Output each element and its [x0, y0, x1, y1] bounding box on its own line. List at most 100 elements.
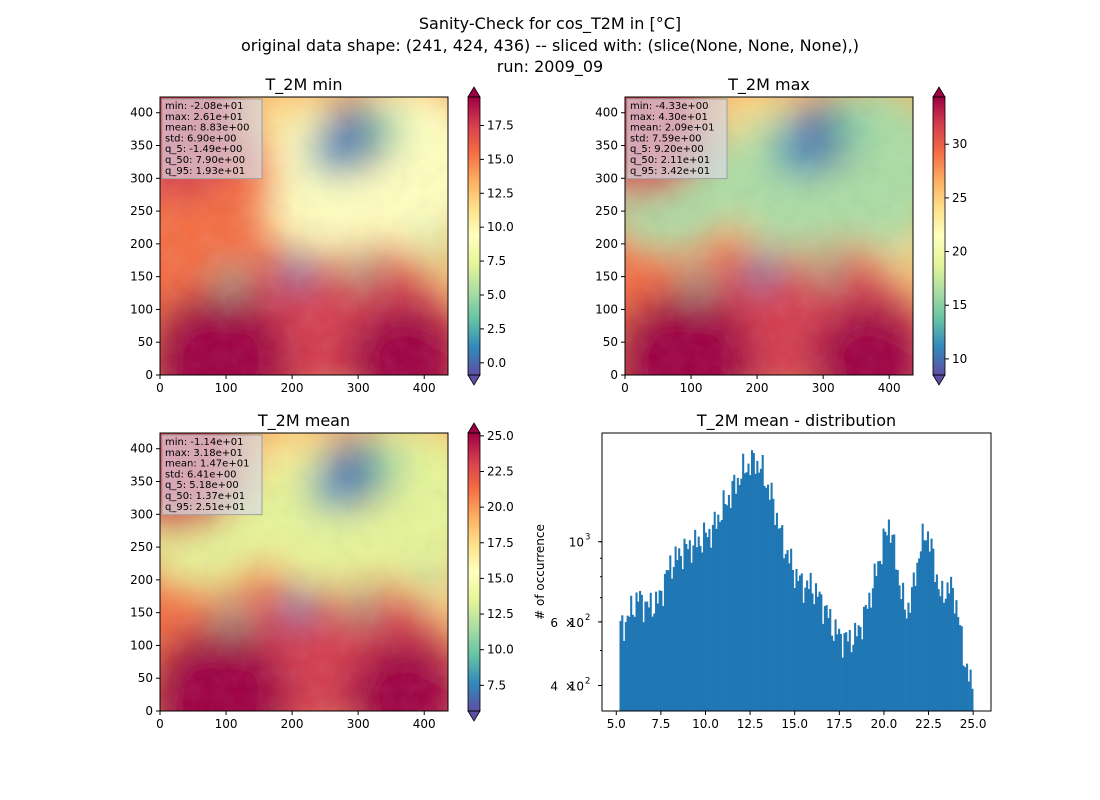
- histogram-bar: [964, 667, 967, 711]
- colorbar-tick-label: 7.5: [487, 254, 506, 268]
- histogram-bar: [832, 640, 835, 711]
- y-tick-label: 350: [130, 475, 153, 489]
- colorbar-tick-label: 10: [952, 352, 967, 366]
- histogram-bar: [784, 553, 787, 711]
- histogram-bar: [719, 521, 722, 711]
- histogram-bar: [774, 525, 777, 711]
- histogram-bar: [687, 549, 690, 711]
- histogram-bar: [671, 578, 674, 711]
- y-tick-label: 0: [145, 704, 153, 718]
- histogram-bar: [736, 477, 739, 711]
- histogram-bar: [807, 588, 810, 711]
- colorbar: [468, 97, 480, 375]
- stats-line: std: 7.59e+00: [630, 133, 702, 144]
- y-tick-label: 0: [145, 368, 153, 382]
- histogram-bar: [735, 493, 738, 711]
- y-tick-times: ×: [565, 680, 575, 694]
- histogram-bar: [640, 594, 643, 711]
- heatmap-axes-frame: [159, 432, 449, 712]
- colorbar-extend-top: [932, 86, 946, 98]
- y-tick-exponent: 2: [585, 613, 590, 623]
- histogram-bar: [770, 482, 773, 711]
- colorbar-frame: [467, 96, 481, 376]
- histogram-bar: [749, 475, 752, 711]
- x-tick-label: 5.0: [607, 717, 626, 731]
- histogram-bar: [658, 590, 661, 711]
- colorbar-tick-label: 7.5: [487, 678, 506, 692]
- histogram-bar: [678, 548, 681, 711]
- y-tick-label: 150: [130, 606, 153, 620]
- histogram-bar: [790, 548, 793, 711]
- y-tick-label: 250: [130, 204, 153, 218]
- histogram-bar: [919, 551, 922, 711]
- histogram-bar: [621, 615, 624, 711]
- y-tick-label: 150: [130, 270, 153, 284]
- histogram-bar: [763, 485, 766, 711]
- histogram-bar: [690, 562, 693, 711]
- colorbar-tick-label: 10.0: [487, 643, 514, 657]
- histogram-bar: [772, 498, 775, 711]
- heatmap-image: [160, 97, 448, 375]
- histogram-bar: [811, 593, 814, 711]
- histogram-bar: [823, 606, 826, 711]
- histogram-bar: [793, 587, 796, 711]
- y-tick-label: 50: [603, 335, 618, 349]
- histogram-bar: [710, 547, 713, 711]
- histogram-bar: [743, 473, 746, 711]
- histogram-bar: [729, 507, 732, 711]
- histogram-bar: [642, 622, 645, 711]
- histogram-bar: [644, 601, 647, 711]
- histogram-bar: [758, 472, 761, 711]
- stats-line: mean: 1.47e+01: [165, 459, 249, 470]
- stats-line: q_95: 2.51e+01: [165, 502, 245, 513]
- histogram-bar: [663, 573, 666, 711]
- histogram-bar: [679, 556, 682, 711]
- y-tick-label: 0: [610, 368, 618, 382]
- histogram-bar: [727, 495, 730, 711]
- histogram-bar: [782, 558, 786, 711]
- histogram-bar: [870, 607, 873, 711]
- histogram-axes-frame: [601, 432, 992, 712]
- histogram-bar: [857, 625, 860, 711]
- histogram-bar: [951, 587, 954, 711]
- histogram-bar: [944, 598, 947, 711]
- x-tick-label: 100: [680, 381, 703, 395]
- stats-line: q_50: 7.90e+00: [165, 155, 245, 166]
- histogram-bar: [935, 574, 938, 711]
- stats-line: q_5: -1.49e+00: [165, 144, 242, 155]
- histogram-bar: [848, 630, 851, 711]
- histogram-bar: [868, 592, 871, 711]
- histogram-bar: [711, 524, 714, 711]
- histogram-bar: [806, 580, 809, 711]
- y-tick-label: 4: [550, 680, 558, 694]
- histogram-bar: [745, 472, 748, 711]
- histogram-bar: [656, 603, 659, 711]
- y-tick-label: 400: [130, 106, 153, 120]
- colorbar-frame: [932, 96, 946, 376]
- histogram-bar: [814, 583, 818, 711]
- colorbar-extend-bottom: [932, 374, 946, 386]
- histogram-bar: [893, 534, 896, 711]
- histogram-bar: [957, 617, 960, 711]
- histogram-bar: [726, 505, 729, 711]
- histogram-bar: [685, 544, 688, 711]
- histogram-bar: [836, 634, 839, 711]
- x-tick-label: 20.0: [871, 717, 898, 731]
- histogram-bar: [630, 595, 633, 711]
- colorbar-tick-label: 2.5: [487, 322, 506, 336]
- histogram-bar: [910, 587, 914, 711]
- histogram-bar: [694, 529, 697, 711]
- heatmap-title: T_2M min: [264, 75, 342, 95]
- colorbar-tick-label: 25: [952, 191, 967, 205]
- stats-line: q_5: 9.20e+00: [630, 144, 704, 155]
- suptitle-line-2: original data shape: (241, 424, 436) -- …: [241, 36, 859, 55]
- colorbar-tick-label: 22.5: [487, 464, 514, 478]
- histogram-bar: [886, 535, 889, 711]
- colorbar: [468, 433, 480, 711]
- stats-line: max: 3.18e+01: [165, 448, 243, 459]
- histogram-bar: [788, 563, 791, 711]
- y-tick-label: 50: [138, 671, 153, 685]
- histogram-bar: [765, 487, 768, 711]
- histogram-bar: [859, 626, 862, 711]
